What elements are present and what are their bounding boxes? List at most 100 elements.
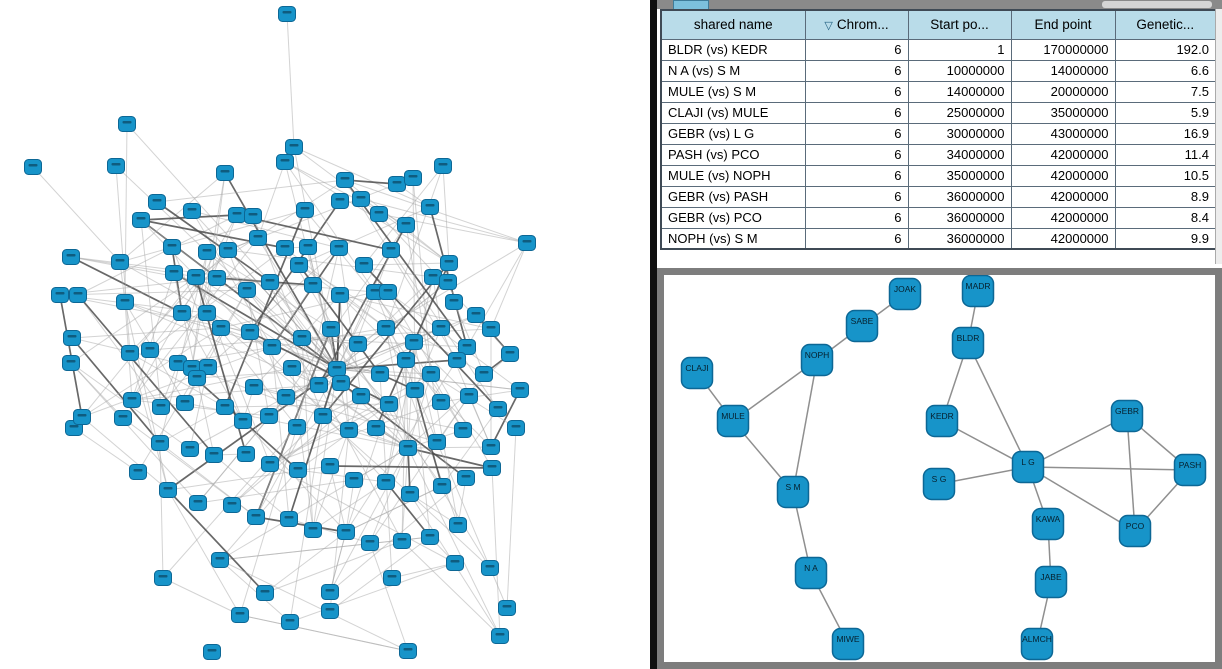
network-node[interactable] [422, 366, 440, 382]
network-node[interactable] [296, 202, 314, 218]
network-node[interactable] [446, 555, 464, 571]
network-node[interactable] [340, 422, 358, 438]
cell-value[interactable]: 6 [804, 122, 909, 145]
network-node[interactable] [379, 284, 397, 300]
network-node[interactable] [352, 388, 370, 404]
network-edge[interactable] [385, 481, 431, 538]
network-edge[interactable] [167, 489, 241, 616]
cell-value[interactable]: 10.5 [1114, 164, 1217, 187]
network-node[interactable] [434, 158, 452, 174]
network-edge[interactable] [339, 294, 492, 330]
subnetwork-node-KEDR[interactable]: KEDR [925, 404, 959, 438]
network-node[interactable] [399, 440, 417, 456]
network-node[interactable] [263, 339, 281, 355]
cell-value[interactable]: 34000000 [907, 143, 1012, 166]
subnetwork-edge-LG-PASH[interactable] [1027, 466, 1191, 471]
network-edge[interactable] [289, 562, 456, 623]
network-node[interactable] [141, 342, 159, 358]
network-node[interactable] [63, 330, 81, 346]
cell-shared-name[interactable]: MULE (vs) NOPH [660, 164, 806, 187]
network-node[interactable] [121, 345, 139, 361]
cell-shared-name[interactable]: GEBR (vs) PCO [660, 206, 806, 229]
network-node[interactable] [290, 257, 308, 273]
table-tab[interactable] [673, 0, 709, 9]
network-edge[interactable] [77, 214, 238, 296]
subnetwork-node-GEBR[interactable]: GEBR [1110, 399, 1144, 433]
network-node[interactable] [481, 560, 499, 576]
network-edge[interactable] [206, 172, 226, 314]
network-node[interactable] [491, 628, 509, 644]
network-node[interactable] [345, 472, 363, 488]
network-edge[interactable] [129, 249, 229, 354]
network-node[interactable] [458, 339, 476, 355]
network-node[interactable] [211, 552, 229, 568]
network-node[interactable] [388, 176, 406, 192]
network-node[interactable] [247, 509, 265, 525]
column-header-end-point[interactable]: End point [1010, 9, 1116, 40]
vertical-scrollbar[interactable] [1215, 9, 1222, 264]
network-node[interactable] [219, 242, 237, 258]
network-edge[interactable] [131, 237, 259, 401]
network-edge[interactable] [301, 337, 314, 531]
network-edge[interactable] [304, 209, 415, 343]
network-edge[interactable] [255, 516, 347, 533]
network-edge[interactable] [468, 395, 492, 448]
table-row[interactable]: MULE (vs) S M 6 14000000 20000000 7.5 [660, 80, 1217, 103]
network-node[interactable] [223, 497, 241, 513]
subnetwork-node-SM[interactable]: S M [776, 475, 810, 509]
network-edge[interactable] [126, 123, 271, 283]
network-node[interactable] [116, 294, 134, 310]
cell-value[interactable]: 6 [804, 227, 909, 250]
table-row[interactable]: GEBR (vs) L G 6 30000000 43000000 16.9 [660, 122, 1217, 145]
network-node[interactable] [187, 269, 205, 285]
network-edge[interactable] [156, 179, 346, 203]
cell-shared-name[interactable]: BLDR (vs) KEDR [660, 38, 806, 61]
network-edge[interactable] [119, 172, 226, 263]
network-node[interactable] [154, 570, 172, 586]
network-node[interactable] [401, 486, 419, 502]
cell-value[interactable]: 5.9 [1114, 101, 1217, 124]
network-node[interactable] [69, 287, 87, 303]
network-edge[interactable] [407, 373, 432, 449]
subnetwork-node-JABE[interactable]: JABE [1034, 565, 1068, 599]
network-edge[interactable] [271, 284, 314, 348]
network-edge[interactable] [191, 172, 226, 369]
network-edge[interactable] [340, 249, 392, 384]
network-node[interactable] [331, 287, 349, 303]
subnetwork-node-SABE[interactable]: SABE [845, 309, 879, 343]
network-node[interactable] [322, 321, 340, 337]
network-node[interactable] [276, 154, 294, 170]
network-node[interactable] [216, 165, 234, 181]
subnetwork-node-ALMCH[interactable]: ALMCH [1020, 627, 1054, 661]
network-edge[interactable] [453, 301, 485, 375]
subnetwork-node-BLDR[interactable]: BLDR [951, 326, 985, 360]
network-edge[interactable] [167, 489, 266, 594]
network-edge[interactable] [269, 463, 456, 564]
table-row[interactable]: PASH (vs) PCO 6 34000000 42000000 11.4 [660, 143, 1217, 166]
network-node[interactable] [261, 274, 279, 290]
network-node[interactable] [489, 401, 507, 417]
network-node[interactable] [467, 307, 485, 323]
network-node[interactable] [280, 511, 298, 527]
column-header-genetic-[interactable]: Genetic... [1114, 9, 1217, 40]
network-edge[interactable] [271, 346, 381, 375]
network-edge[interactable] [339, 294, 492, 448]
network-edge[interactable] [348, 429, 409, 449]
subnetwork-node-MULE[interactable]: MULE [716, 404, 750, 438]
network-node[interactable] [433, 478, 451, 494]
network-node[interactable] [330, 240, 348, 256]
network-edge[interactable] [177, 214, 238, 364]
network-edge[interactable] [391, 562, 456, 579]
network-edge[interactable] [131, 367, 293, 401]
network-edge[interactable] [293, 146, 431, 208]
network-edge[interactable] [81, 327, 222, 418]
cell-shared-name[interactable]: GEBR (vs) L G [660, 122, 806, 145]
network-node[interactable] [205, 447, 223, 463]
network-edge[interactable] [284, 161, 450, 264]
network-node[interactable] [518, 235, 536, 251]
network-node[interactable] [165, 265, 183, 281]
network-node[interactable] [159, 482, 177, 498]
network-node[interactable] [424, 269, 442, 285]
subnetwork-edge-BLDR-LG[interactable] [967, 342, 1029, 468]
subnetwork-node-LG[interactable]: L G [1011, 450, 1045, 484]
